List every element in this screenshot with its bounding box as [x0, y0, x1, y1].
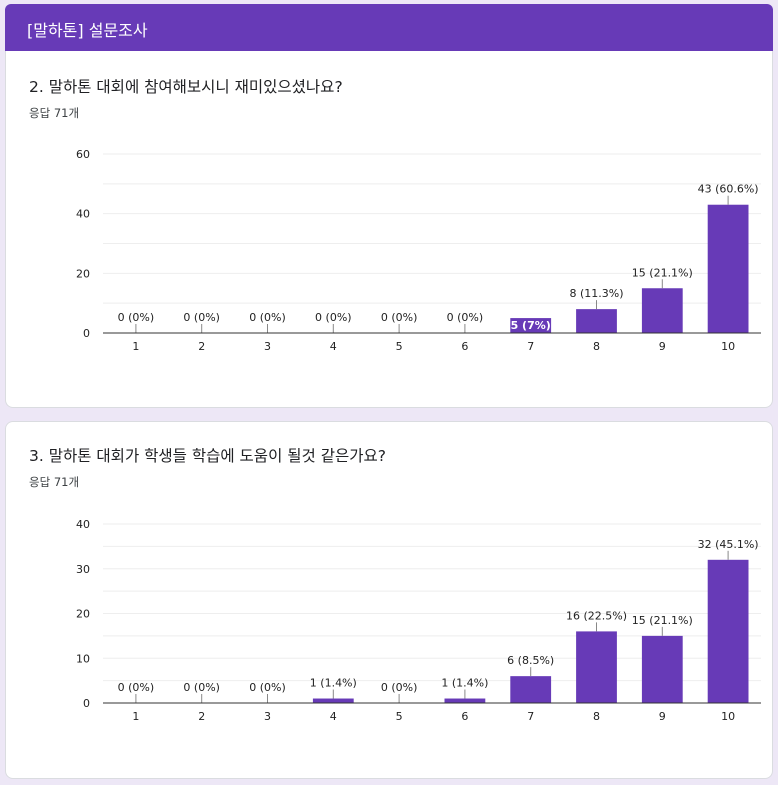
data-label: 0 (0%)	[249, 311, 286, 324]
x-tick-label: 5	[396, 710, 403, 723]
data-label: 0 (0%)	[447, 311, 484, 324]
x-tick-label: 4	[330, 710, 337, 723]
x-tick-label: 6	[461, 340, 468, 353]
x-tick-label: 10	[721, 340, 735, 353]
data-label: 0 (0%)	[315, 311, 352, 324]
data-label: 32 (45.1%)	[698, 538, 759, 551]
data-label: 0 (0%)	[249, 681, 286, 694]
data-label: 15 (21.1%)	[632, 614, 693, 627]
x-tick-label: 2	[198, 710, 205, 723]
data-label: 5 (7%)	[511, 319, 551, 332]
data-label: 16 (22.5%)	[566, 609, 627, 622]
bar	[641, 288, 683, 333]
x-tick-label: 3	[264, 710, 271, 723]
x-tick-label: 7	[527, 340, 534, 353]
question-title: 2. 말하톤 대회에 참여해보시니 재미있으셨나요?	[29, 78, 343, 96]
x-tick-label: 1	[132, 710, 139, 723]
bar	[641, 635, 683, 703]
question-title: 3. 말하톤 대회가 학생들 학습에 도움이 될것 같은가요?	[29, 447, 386, 465]
bar	[707, 559, 749, 703]
bar	[444, 698, 486, 703]
form-header: [말하톤] 설문조사	[5, 4, 773, 51]
form-title: [말하톤] 설문조사	[27, 21, 148, 40]
x-tick-label: 4	[330, 340, 337, 353]
bar	[510, 676, 552, 703]
data-label: 0 (0%)	[183, 311, 220, 324]
bar	[510, 318, 552, 333]
x-tick-label: 1	[132, 340, 139, 353]
data-label: 6 (8.5%)	[507, 654, 554, 667]
bar	[576, 309, 617, 333]
data-label: 43 (60.6%)	[698, 183, 759, 196]
y-tick-label: 20	[76, 608, 90, 621]
bar	[312, 698, 354, 703]
y-tick-label: 40	[76, 208, 90, 221]
x-tick-label: 2	[198, 340, 205, 353]
data-label: 0 (0%)	[381, 311, 418, 324]
x-tick-label: 9	[659, 710, 666, 723]
data-label: 0 (0%)	[118, 311, 155, 324]
x-tick-label: 3	[264, 340, 271, 353]
data-label: 15 (21.1%)	[632, 266, 693, 279]
bar	[576, 631, 617, 703]
response-count: 응답 71개	[29, 106, 80, 120]
data-label: 1 (1.4%)	[310, 677, 357, 690]
x-tick-label: 10	[721, 710, 735, 723]
y-tick-label: 60	[76, 148, 90, 161]
data-label: 0 (0%)	[118, 681, 155, 694]
x-tick-label: 5	[396, 340, 403, 353]
y-tick-label: 10	[76, 652, 90, 665]
y-tick-label: 20	[76, 267, 90, 280]
x-tick-label: 7	[527, 710, 534, 723]
x-tick-label: 8	[593, 340, 600, 353]
bar	[707, 204, 749, 333]
y-tick-label: 0	[83, 327, 90, 340]
y-tick-label: 30	[76, 563, 90, 576]
y-tick-label: 40	[76, 518, 90, 531]
y-tick-label: 0	[83, 697, 90, 710]
data-label: 0 (0%)	[381, 681, 418, 694]
data-label: 8 (11.3%)	[569, 287, 623, 300]
x-tick-label: 6	[461, 710, 468, 723]
question-card-3: 3. 말하톤 대회가 학생들 학습에 도움이 될것 같은가요? 응답 71개	[5, 421, 773, 779]
data-label: 0 (0%)	[183, 681, 220, 694]
x-tick-label: 9	[659, 340, 666, 353]
response-count: 응답 71개	[29, 475, 80, 489]
question-card-2: 2. 말하톤 대회에 참여해보시니 재미있으셨나요? 응답 71개	[5, 51, 773, 408]
data-label: 1 (1.4%)	[441, 677, 488, 690]
x-tick-label: 8	[593, 710, 600, 723]
